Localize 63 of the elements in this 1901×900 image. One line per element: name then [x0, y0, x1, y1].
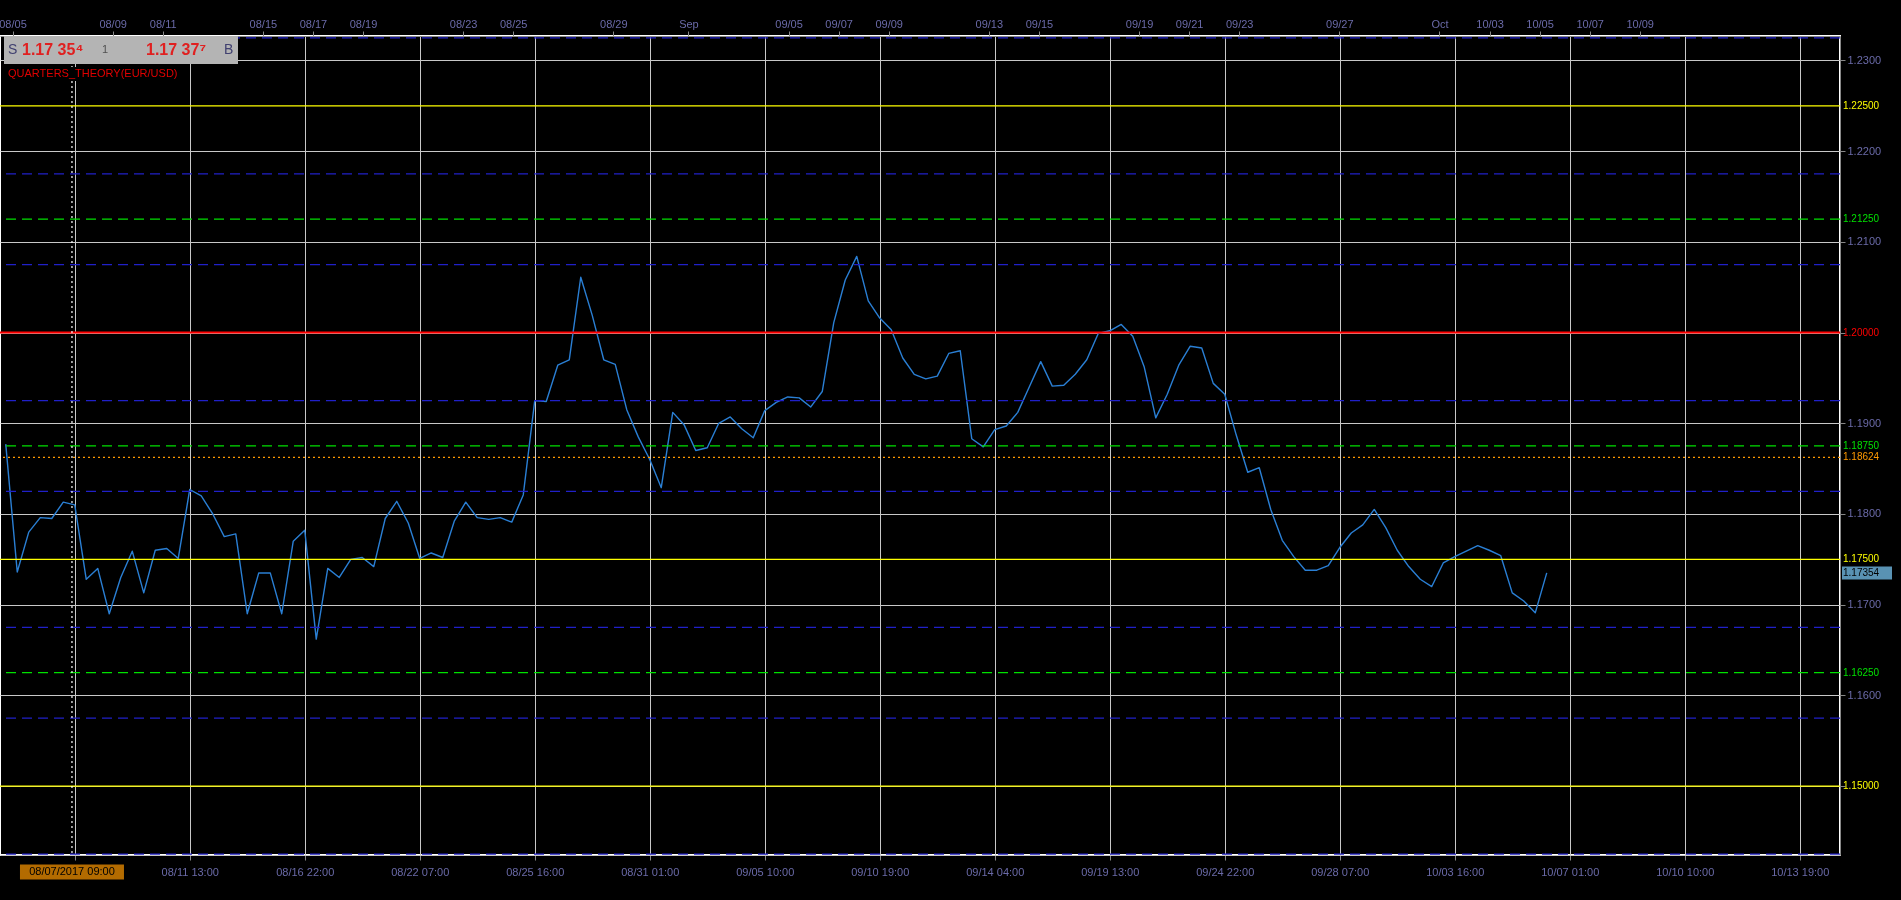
text: QUARTERS_THEORY(EUR/USD) [8, 67, 178, 79]
ref-line-label: 1.20000 [1843, 326, 1880, 338]
x2-tick-label: 08/11 [149, 17, 177, 30]
x2-tick-label: 10/07 [1576, 17, 1604, 30]
x2-tick-label: 08/15 [249, 17, 278, 30]
x2-tick-label: 09/27 [1326, 17, 1354, 30]
x2-tick-label: 10/05 [1526, 17, 1554, 30]
x2-tick-label: Sep [679, 17, 699, 30]
annotation: 1.17 35⁴ [22, 41, 84, 58]
x2-tick-label: 10/09 [1626, 17, 1654, 30]
ref-line-label: 1.21250 [1843, 213, 1880, 225]
ref-line-label: 1.22500 [1843, 99, 1880, 111]
annotation: 1 [102, 43, 109, 55]
x-tick-label: 08/25 16:00 [506, 865, 565, 878]
ref-line-label: 1.18624 [1843, 451, 1880, 463]
y-tick-label: 1.2200 [1847, 144, 1882, 157]
annotation: 1.17 37⁷ [146, 41, 206, 58]
x2-tick-label: 09/05 [775, 17, 803, 30]
y-tick-label: 1.2100 [1847, 235, 1882, 248]
x-tick-label: 08/22 07:00 [391, 865, 450, 878]
x-tick-label: 08/11 13:00 [161, 865, 219, 878]
ref-line-label: 1.16250 [1843, 666, 1880, 678]
x-tick-label: 08/31 01:00 [621, 865, 680, 878]
line-series [5, 255, 1548, 640]
x2-tick-label: 08/17 [299, 17, 328, 30]
ref-line-label: 1.18750 [1843, 439, 1880, 451]
x-tick-label: 09/28 07:00 [1311, 865, 1370, 878]
annotation: S [8, 41, 18, 57]
x-tick-label: 08/16 22:00 [276, 865, 335, 878]
x2-tick-label: 10/03 [1476, 17, 1504, 30]
x2-tick-label: 08/05 [0, 17, 27, 30]
annotation: B [224, 41, 234, 57]
x-tick-label: 09/14 04:00 [966, 865, 1025, 878]
x2-tick-label: Oct [1431, 17, 1449, 30]
x2-tick-label: 08/25 [499, 17, 528, 30]
x2-tick-label: 09/23 [1225, 17, 1254, 30]
x2-tick-label: 09/15 [1025, 17, 1054, 30]
x2-tick-label: 09/07 [825, 17, 853, 30]
y-tick-label: 1.1600 [1847, 688, 1882, 701]
y-tick-label: 1.2300 [1847, 53, 1882, 66]
ref-line-label: 1.17500 [1843, 553, 1880, 565]
x2-tick-label: 08/29 [600, 17, 628, 30]
x-tick-label: 10/03 16:00 [1426, 865, 1485, 878]
x2-tick-label: 09/19 [1125, 17, 1154, 30]
x2-tick-label: 09/09 [875, 17, 903, 30]
x-tick-label: 09/10 19:00 [851, 865, 910, 878]
x-tick-label: 10/13 19:00 [1771, 865, 1830, 878]
x-tick-label: 09/24 22:00 [1196, 865, 1255, 878]
x-tick-label: 10/10 10:00 [1656, 865, 1715, 878]
ref-line-label: 08/07/2017 09:00 [29, 865, 115, 877]
x2-tick-label: 08/23 [449, 17, 478, 30]
x-tick-label: 10/07 01:00 [1541, 865, 1600, 878]
x2-tick-label: 09/13 [975, 17, 1004, 30]
y-tick-label: 1.1700 [1847, 598, 1882, 611]
x-tick-label: 09/05 10:00 [736, 865, 795, 878]
x2-tick-label: 08/09 [99, 17, 127, 30]
ref-line-label: 1.15000 [1843, 780, 1880, 792]
text: 1.17354 [1843, 566, 1880, 578]
y-tick-label: 1.1800 [1847, 507, 1882, 520]
x-tick-label: 09/19 13:00 [1081, 865, 1140, 878]
y-tick-label: 1.1900 [1847, 416, 1882, 429]
x2-tick-label: 09/21 [1175, 17, 1204, 30]
x2-tick-label: 08/19 [349, 17, 378, 30]
